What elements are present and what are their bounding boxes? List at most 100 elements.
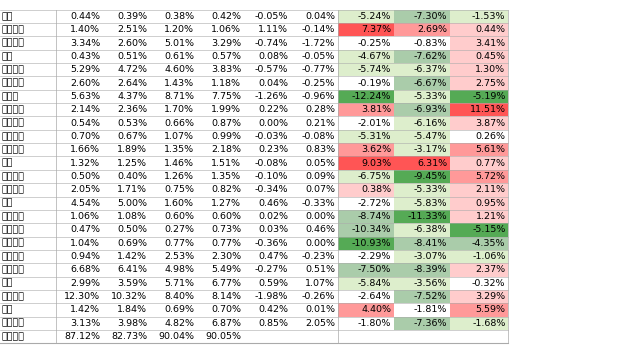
Bar <box>291 36 338 50</box>
Text: 2.05%: 2.05% <box>305 319 335 328</box>
Text: 5.72%: 5.72% <box>476 172 505 181</box>
Bar <box>338 303 394 317</box>
Text: 2.60%: 2.60% <box>117 38 147 48</box>
Text: 1.60%: 1.60% <box>164 199 194 208</box>
Bar <box>0 10 56 23</box>
Bar <box>244 50 291 63</box>
Bar <box>197 36 244 50</box>
Bar <box>0 36 56 50</box>
Bar <box>338 63 394 76</box>
Text: 3.98%: 3.98% <box>117 319 147 328</box>
Text: 6.77%: 6.77% <box>211 279 241 288</box>
Bar <box>450 76 508 90</box>
Text: -0.34%: -0.34% <box>255 185 288 195</box>
Bar <box>338 156 394 170</box>
Bar <box>394 76 450 90</box>
Bar <box>0 237 56 250</box>
Text: -2.01%: -2.01% <box>358 119 391 128</box>
Bar <box>103 143 150 156</box>
Text: 2.51%: 2.51% <box>117 25 147 34</box>
Text: -6.75%: -6.75% <box>358 172 391 181</box>
Bar <box>450 223 508 237</box>
Bar <box>0 277 56 290</box>
Bar <box>450 10 508 23</box>
Text: 建筑材料: 建筑材料 <box>2 119 25 128</box>
Bar <box>450 183 508 197</box>
Text: 0.38%: 0.38% <box>361 185 391 195</box>
Text: 0.77%: 0.77% <box>211 239 241 248</box>
Bar <box>450 170 508 183</box>
Bar <box>450 156 508 170</box>
Bar <box>244 170 291 183</box>
Text: -11.33%: -11.33% <box>408 212 447 221</box>
Bar <box>0 263 56 276</box>
Bar <box>394 183 450 197</box>
Bar <box>291 290 338 303</box>
Text: -3.17%: -3.17% <box>413 145 447 154</box>
Bar <box>338 36 394 50</box>
Bar <box>450 90 508 103</box>
Bar <box>0 130 56 143</box>
Bar <box>103 250 150 263</box>
Text: 社会服务: 社会服务 <box>2 239 25 248</box>
Bar <box>56 10 103 23</box>
Text: 通信: 通信 <box>2 279 13 288</box>
Bar <box>103 90 150 103</box>
Text: -4.35%: -4.35% <box>472 239 505 248</box>
Text: 0.21%: 0.21% <box>305 119 335 128</box>
Text: -8.41%: -8.41% <box>413 239 447 248</box>
Text: -6.38%: -6.38% <box>413 225 447 234</box>
Text: 0.95%: 0.95% <box>476 199 505 208</box>
Bar <box>394 303 450 317</box>
Bar <box>56 290 103 303</box>
Bar <box>450 330 508 343</box>
Bar <box>450 50 508 63</box>
Text: 5.61%: 5.61% <box>476 145 505 154</box>
Bar <box>103 130 150 143</box>
Text: 0.50%: 0.50% <box>70 172 100 181</box>
Bar <box>150 277 197 290</box>
Text: 2.18%: 2.18% <box>211 145 241 154</box>
Text: -2.72%: -2.72% <box>358 199 391 208</box>
Text: -5.19%: -5.19% <box>472 92 505 101</box>
Bar <box>244 103 291 116</box>
Bar <box>56 36 103 50</box>
Text: 0.50%: 0.50% <box>117 225 147 234</box>
Bar <box>0 143 56 156</box>
Text: 1.70%: 1.70% <box>164 105 194 114</box>
Bar <box>244 317 291 330</box>
Bar <box>338 10 394 23</box>
Bar <box>197 90 244 103</box>
Text: -0.03%: -0.03% <box>255 132 288 141</box>
Bar <box>0 317 56 330</box>
Text: -1.26%: -1.26% <box>255 92 288 101</box>
Text: 1.25%: 1.25% <box>117 158 147 168</box>
Bar <box>103 116 150 130</box>
Text: 0.73%: 0.73% <box>211 225 241 234</box>
Bar <box>150 50 197 63</box>
Text: 1.26%: 1.26% <box>164 172 194 181</box>
Bar <box>197 143 244 156</box>
Text: 家用电器: 家用电器 <box>2 105 25 114</box>
Text: -0.96%: -0.96% <box>302 92 335 101</box>
Bar <box>197 23 244 36</box>
Bar <box>244 250 291 263</box>
Text: 0.67%: 0.67% <box>117 132 147 141</box>
Text: 1.84%: 1.84% <box>117 305 147 315</box>
Text: -9.45%: -9.45% <box>413 172 447 181</box>
Text: -0.08%: -0.08% <box>255 158 288 168</box>
Bar <box>450 116 508 130</box>
Bar <box>103 103 150 116</box>
Text: -0.83%: -0.83% <box>413 38 447 48</box>
Bar <box>394 250 450 263</box>
Bar <box>0 223 56 237</box>
Text: -0.26%: -0.26% <box>302 292 335 301</box>
Bar <box>197 103 244 116</box>
Bar <box>450 290 508 303</box>
Text: 交通运输: 交通运输 <box>2 145 25 154</box>
Bar <box>338 210 394 223</box>
Bar <box>291 63 338 76</box>
Text: 3.81%: 3.81% <box>361 105 391 114</box>
Text: 0.69%: 0.69% <box>117 239 147 248</box>
Bar <box>150 290 197 303</box>
